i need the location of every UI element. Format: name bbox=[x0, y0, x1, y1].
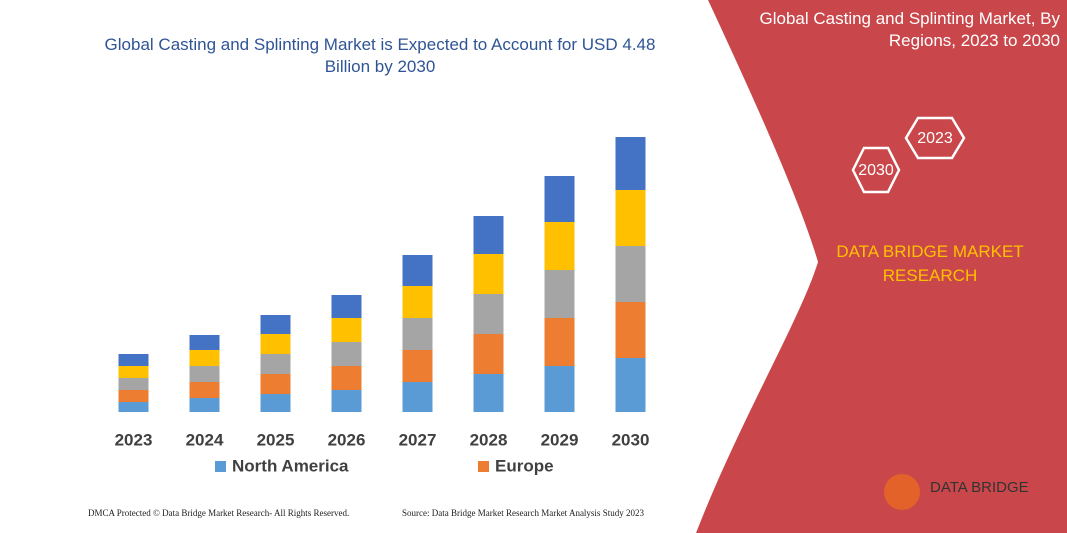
bar-segment bbox=[473, 334, 504, 374]
legend-label: Europe bbox=[495, 456, 554, 475]
bar-segment bbox=[544, 270, 575, 318]
bar-segment bbox=[118, 366, 149, 378]
bar-segment bbox=[331, 390, 362, 412]
bar-segment bbox=[260, 374, 291, 394]
bar-segment bbox=[402, 255, 433, 286]
logo-text: DATA BRIDGE bbox=[930, 479, 1029, 496]
bar-segment bbox=[189, 350, 220, 366]
footer-left: DMCA Protected © Data Bridge Market Rese… bbox=[88, 508, 349, 518]
bar-segment bbox=[331, 295, 362, 318]
red-panel bbox=[696, 0, 1067, 533]
bar-segment bbox=[118, 378, 149, 390]
hexagon bbox=[904, 116, 966, 160]
brand-box: DATA BRIDGE MARKET RESEARCH bbox=[836, 242, 1024, 285]
x-tick-label: 2029 bbox=[541, 430, 579, 449]
logo-icon bbox=[884, 474, 920, 510]
hex-label: 2023 bbox=[917, 130, 953, 147]
x-tick-label: 2023 bbox=[115, 430, 153, 449]
bar-segment bbox=[473, 294, 504, 334]
bar-segment bbox=[260, 354, 291, 374]
bar-segment bbox=[118, 354, 149, 366]
bar-segment bbox=[473, 254, 504, 294]
bar-segment bbox=[544, 366, 575, 412]
bar-segment bbox=[615, 137, 646, 190]
x-tick-label: 2025 bbox=[257, 430, 295, 449]
x-tick-label: 2024 bbox=[186, 430, 224, 449]
bar-segment bbox=[402, 350, 433, 382]
bar-segment bbox=[544, 222, 575, 270]
panel-title-box: Global Casting and Splinting Market, By … bbox=[759, 9, 1061, 50]
bar-segment bbox=[402, 286, 433, 318]
bar-segment bbox=[331, 318, 362, 342]
bar-segment bbox=[189, 335, 220, 350]
bar-segment bbox=[260, 394, 291, 412]
x-tick-label: 2030 bbox=[612, 430, 650, 449]
legend-swatch bbox=[478, 461, 489, 472]
x-tick-label: 2026 bbox=[328, 430, 366, 449]
bar-segment bbox=[331, 366, 362, 390]
bar-segment bbox=[615, 246, 646, 302]
chart-title: Global Casting and Splinting Market is E… bbox=[104, 35, 656, 76]
bar-segment bbox=[118, 402, 149, 412]
bar-segment bbox=[331, 342, 362, 366]
footer-right: Source: Data Bridge Market Research Mark… bbox=[402, 508, 644, 518]
bar-segment bbox=[189, 366, 220, 382]
bar-segment bbox=[615, 302, 646, 358]
x-tick-label: 2028 bbox=[470, 430, 508, 449]
bar-segment bbox=[473, 216, 504, 254]
bar-segment bbox=[473, 374, 504, 412]
legend-swatch bbox=[215, 461, 226, 472]
hexagon bbox=[851, 146, 901, 194]
bar-segment bbox=[118, 390, 149, 402]
panel-title: Global Casting and Splinting Market, By … bbox=[759, 9, 1061, 50]
bar-segment bbox=[402, 318, 433, 350]
bar-segment bbox=[189, 382, 220, 398]
bar-segment bbox=[544, 176, 575, 222]
hex-label: 2030 bbox=[858, 162, 894, 179]
legend-label: North America bbox=[232, 456, 349, 475]
bar-segment bbox=[260, 334, 291, 354]
bar-segment bbox=[615, 358, 646, 412]
x-tick-label: 2027 bbox=[399, 430, 437, 449]
chart-title-box: Global Casting and Splinting Market is E… bbox=[104, 35, 656, 76]
bar-segment bbox=[544, 318, 575, 366]
bar-segment bbox=[402, 382, 433, 412]
brand: DATA BRIDGE MARKET RESEARCH bbox=[836, 242, 1024, 285]
bar-segment bbox=[615, 190, 646, 246]
bar-segment bbox=[260, 315, 291, 334]
bar-segment bbox=[189, 398, 220, 412]
plot: 2023 2024 2025 2026 2027 2028 2029 2030 North Am… bbox=[115, 137, 650, 475]
